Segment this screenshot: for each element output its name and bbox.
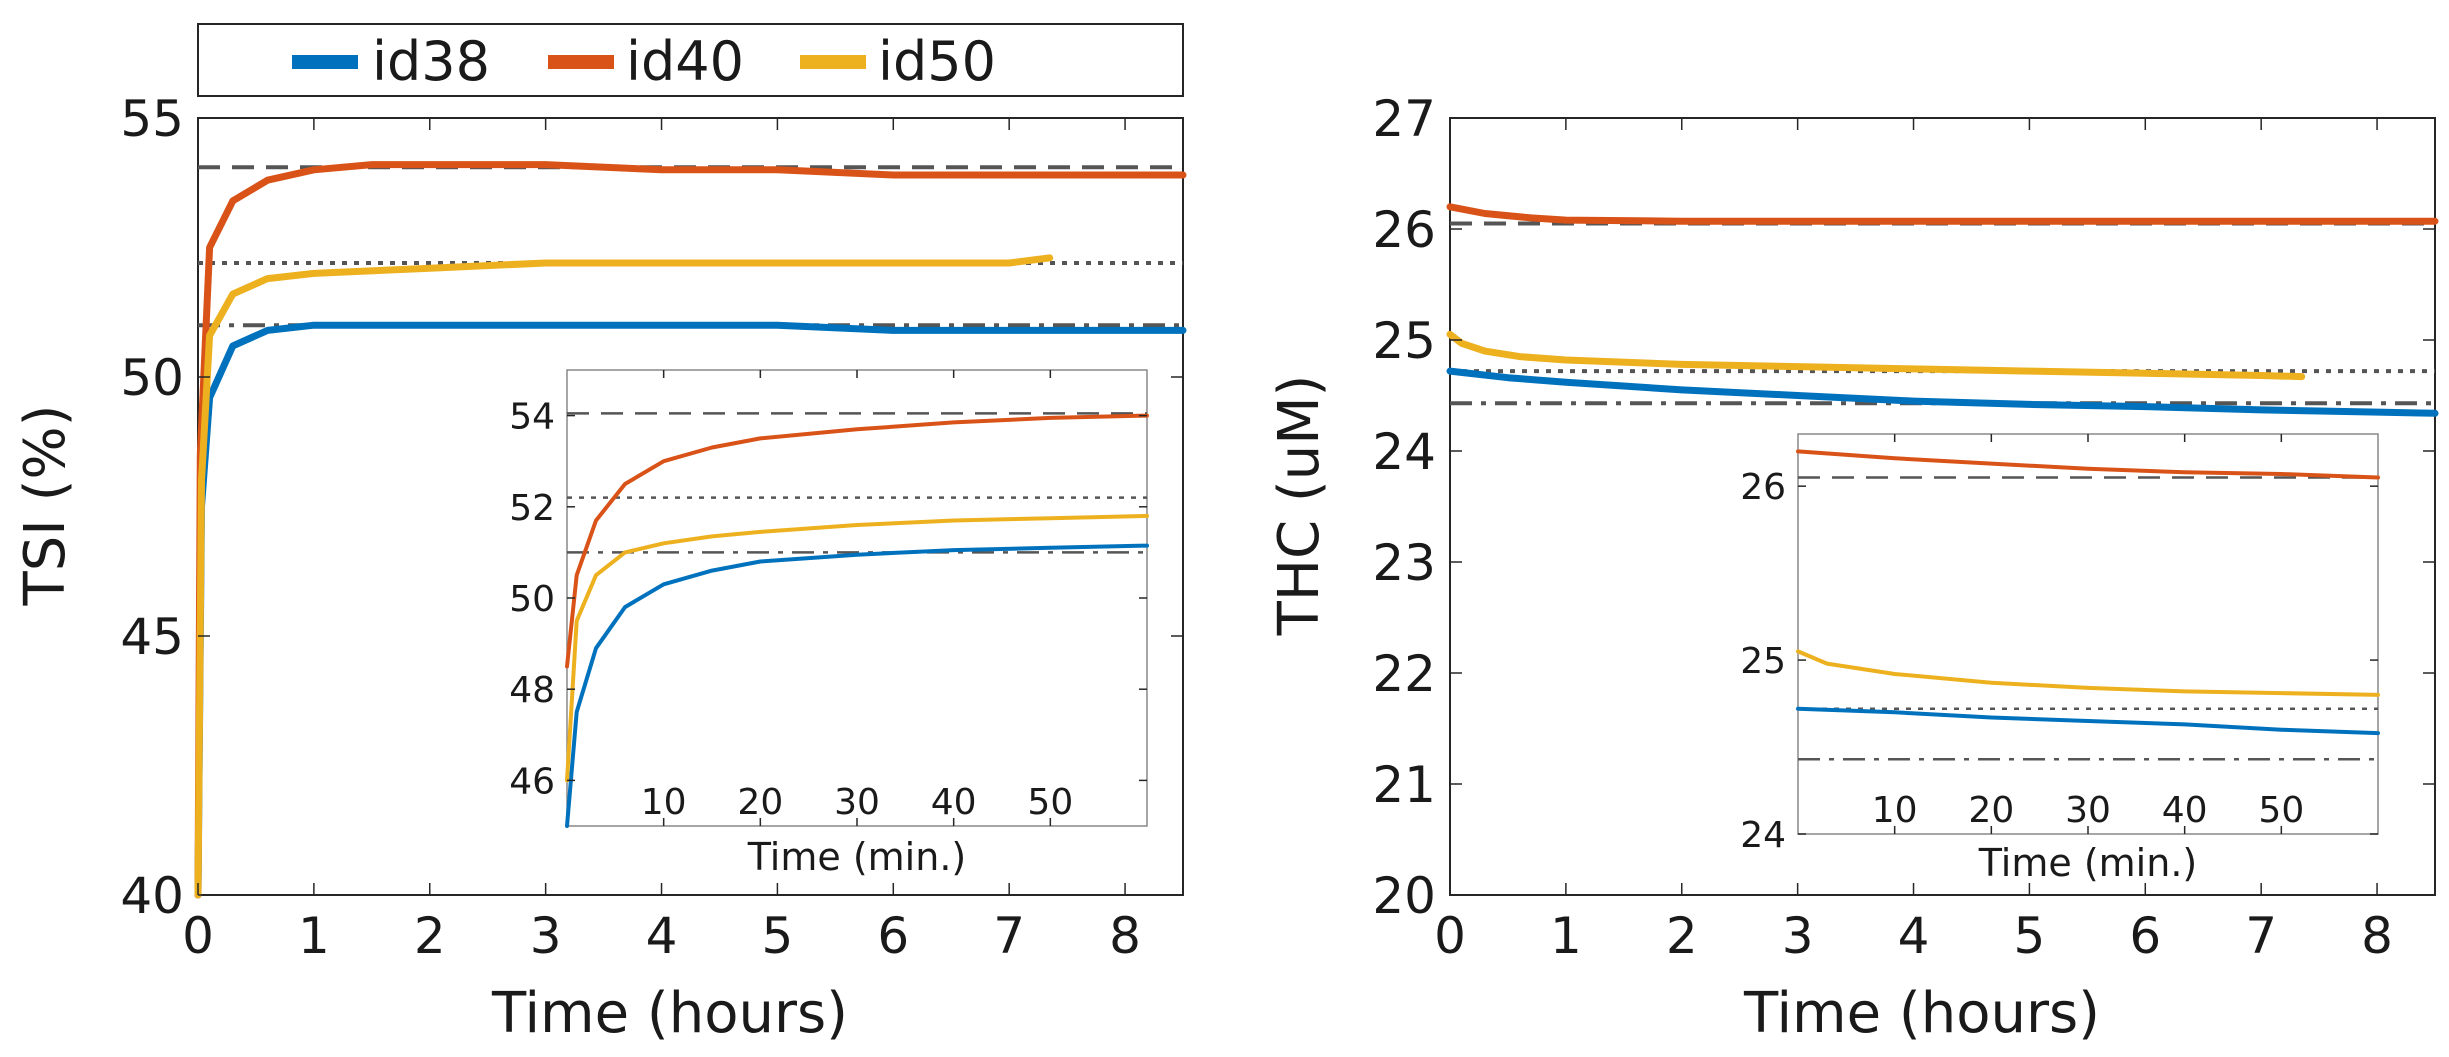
thc-x-tick-label: 0	[1434, 907, 1466, 965]
thc-y-tick-label: 27	[1372, 90, 1436, 148]
thc-inset-y-tick-label: 24	[1740, 815, 1786, 856]
tsi-inset-series-id38	[565, 543, 1149, 828]
tsi-inset-reference-lines	[567, 412, 1147, 554]
thc-x-tick-label: 5	[2014, 907, 2046, 965]
thc-x-tick-label: 2	[1666, 907, 1698, 965]
tsi-x-tick-label: 8	[1109, 907, 1141, 965]
thc-inset-x-tick-label: 40	[2162, 790, 2208, 831]
thc-inset-axes: 10 20 30 40 50 24 25 26	[1740, 434, 2378, 856]
thc-y-tick-label: 26	[1372, 201, 1436, 259]
thc-y-tick-label: 21	[1372, 756, 1436, 814]
tsi-y-tick-label: 55	[120, 90, 184, 148]
tsi-inset-x-axis-label: Time (min.)	[747, 835, 966, 879]
tsi-series-group	[194, 161, 1187, 899]
thc-y-tick-label: 20	[1372, 867, 1436, 925]
tsi-y-tick-label: 40	[120, 867, 184, 925]
tsi-x-tick-label: 3	[530, 907, 562, 965]
tsi-series-id38	[194, 321, 1187, 899]
legend-box	[197, 23, 1184, 97]
thc-series-group	[1446, 203, 2439, 417]
tsi-inset-series-id50	[565, 513, 1149, 783]
thc-inset-y-tick-label: 26	[1740, 467, 1786, 508]
tsi-x-axis-label: Time (hours)	[491, 981, 848, 1046]
legend-label-id40: id40	[626, 30, 744, 93]
thc-x-tick-label: 8	[2361, 907, 2393, 965]
tsi-inset-x-tick-label: 50	[1027, 782, 1073, 823]
thc-inset-x-tick-label: 50	[2258, 790, 2304, 831]
thc-inset-y-tick-label: 25	[1740, 641, 1786, 682]
tsi-inset-x-tick-label: 30	[834, 782, 880, 823]
tsi-inset-axes: 10 20 30 40 50 46 48 50 52 54	[509, 370, 1147, 826]
thc-inset-x-axis-label: Time (min.)	[1978, 841, 2197, 885]
thc-inset-series-id40	[1796, 449, 2380, 480]
legend: id38 id40 id50	[197, 23, 1184, 97]
tsi-inset-y-tick-label: 46	[509, 761, 555, 802]
tsi-series-id50	[194, 254, 1054, 899]
thc-x-tick-label: 3	[1782, 907, 1814, 965]
thc-inset-series-id38	[1796, 706, 2380, 736]
tsi-series-id40	[194, 161, 1187, 899]
thc-x-axis-label: Time (hours)	[1743, 981, 2100, 1046]
thc-y-tick-label: 23	[1372, 534, 1436, 592]
tsi-x-tick-label: 7	[993, 907, 1025, 965]
tsi-y-tick-label: 50	[120, 349, 184, 407]
thc-series-id38	[1446, 367, 2439, 417]
tsi-x-tick-label: 1	[298, 907, 330, 965]
thc-inset-x-tick-label: 30	[2065, 790, 2111, 831]
tsi-inset-series-id40	[565, 413, 1149, 669]
thc-inset-x-tick-label: 10	[1872, 790, 1918, 831]
thc-series-id40	[1446, 203, 2439, 225]
thc-inset-frame	[1797, 433, 2379, 835]
legend-label-id50: id50	[878, 30, 996, 93]
tsi-inset-y-tick-label: 48	[509, 670, 555, 711]
tsi-x-tick-label: 5	[762, 907, 794, 965]
tsi-x-tick-label: 4	[646, 907, 678, 965]
thc-y-axis-label: THC (uM)	[1267, 375, 1332, 637]
tsi-y-tick-label: 45	[120, 608, 184, 666]
thc-series-id50	[1446, 330, 2306, 381]
thc-inset-series-id50	[1796, 649, 2380, 697]
tsi-inset-y-tick-label: 50	[509, 579, 555, 620]
tsi-inset-series-group	[565, 413, 1149, 828]
tsi-inset-x-tick-label: 40	[931, 782, 977, 823]
tsi-inset-x-tick-label: 20	[737, 782, 783, 823]
tsi-x-tick-label: 2	[414, 907, 446, 965]
tsi-x-tick-label: 6	[877, 907, 909, 965]
thc-x-tick-label: 6	[2129, 907, 2161, 965]
tsi-inset-frame	[566, 369, 1148, 827]
thc-inset-reference-lines	[1798, 476, 2378, 761]
thc-x-tick-label: 1	[1550, 907, 1582, 965]
tsi-inset-x-tick-label: 10	[641, 782, 687, 823]
tsi-inset-y-tick-label: 52	[509, 488, 555, 529]
thc-inset-x-tick-label: 20	[1968, 790, 2014, 831]
tsi-x-tick-label: 0	[182, 907, 214, 965]
tsi-inset: 10 20 30 40 50 46 48 50 52 54 Time (min.)	[509, 369, 1149, 879]
tsi-inset-y-tick-label: 54	[509, 397, 555, 438]
thc-inset-series-group	[1796, 449, 2380, 736]
tsi-y-axis-label: TSI (%)	[13, 405, 78, 607]
thc-x-tick-label: 7	[2245, 907, 2277, 965]
thc-y-tick-label: 24	[1372, 423, 1436, 481]
thc-y-tick-label: 25	[1372, 312, 1436, 370]
thc-inset: 10 20 30 40 50 24 25 26 Time (min.)	[1740, 433, 2380, 885]
thc-x-tick-label: 4	[1898, 907, 1930, 965]
thc-y-tick-label: 22	[1372, 645, 1436, 703]
legend-label-id38: id38	[372, 30, 490, 93]
